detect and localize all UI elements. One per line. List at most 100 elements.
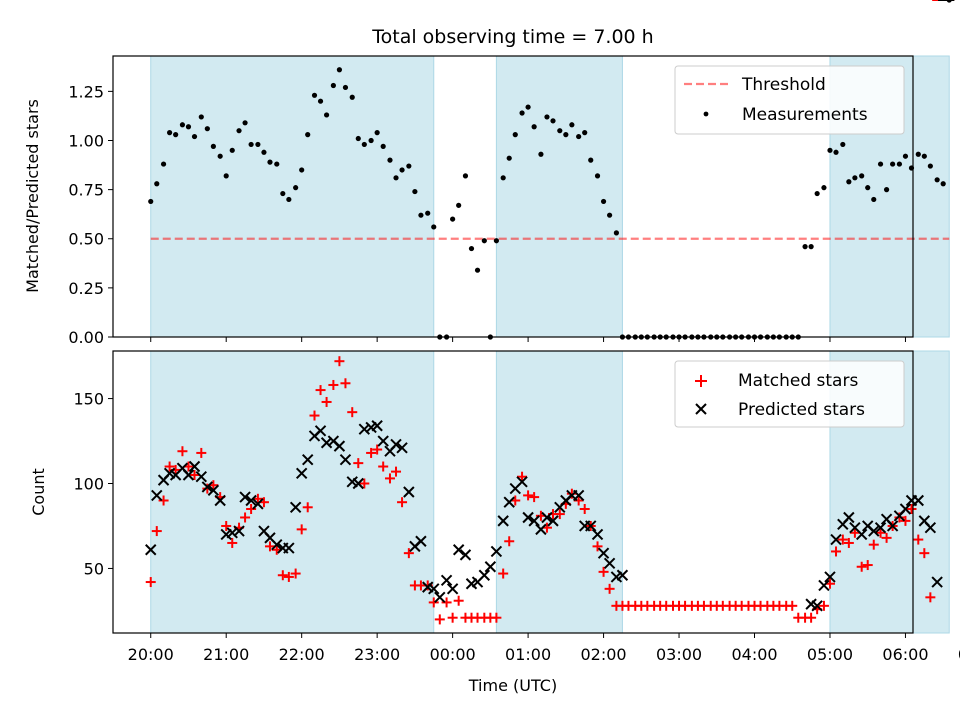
matched-point bbox=[145, 577, 156, 588]
matched-point bbox=[919, 548, 930, 559]
matched-point bbox=[384, 473, 395, 484]
matched-point bbox=[196, 447, 207, 458]
matched-point bbox=[353, 458, 364, 469]
predicted-point bbox=[371, 420, 383, 432]
predicted-point bbox=[434, 591, 446, 604]
measurement-point bbox=[531, 124, 537, 130]
matched-point bbox=[849, 527, 860, 538]
predicted-point bbox=[289, 501, 302, 513]
ratio-legend: Threshold Measurements bbox=[674, 65, 905, 135]
predicted-point bbox=[352, 477, 364, 490]
ratio-legend-box bbox=[674, 65, 905, 135]
predicted-point bbox=[818, 579, 830, 592]
ratio-y-ticks: 0.00 0.25 0.50 0.75 1.00 1.25 bbox=[68, 82, 113, 347]
measurement-point bbox=[883, 187, 890, 193]
measurement-point bbox=[399, 167, 405, 173]
predicted-point bbox=[403, 486, 415, 498]
count-panel-frame bbox=[112, 350, 914, 634]
predicted-point bbox=[541, 511, 553, 524]
predicted-point bbox=[428, 583, 440, 595]
observing-window bbox=[150, 55, 435, 338]
matched-point bbox=[453, 595, 464, 606]
legend-predicted-swatch bbox=[695, 403, 707, 415]
matched-point bbox=[334, 356, 345, 367]
measurement-point bbox=[148, 198, 154, 205]
predicted-point bbox=[188, 460, 201, 473]
measurement-point bbox=[576, 133, 582, 140]
measurement-point bbox=[323, 112, 330, 118]
matched-point bbox=[906, 503, 917, 514]
matched-point bbox=[296, 524, 307, 535]
predicted-point bbox=[855, 528, 868, 541]
matched-point bbox=[309, 410, 320, 421]
legend-predicted-label: Predicted stars bbox=[738, 400, 865, 420]
predicted-point bbox=[446, 583, 459, 595]
matched-point bbox=[315, 385, 326, 396]
x-axis-label: Time (UTC) bbox=[468, 676, 557, 695]
predicted-point bbox=[497, 515, 509, 527]
predicted-point bbox=[339, 454, 352, 466]
measurement-point bbox=[481, 238, 487, 244]
predicted-point bbox=[396, 442, 408, 454]
measurement-point bbox=[167, 130, 173, 136]
predicted-point bbox=[252, 498, 264, 510]
matched-point bbox=[818, 600, 829, 611]
measurement-point bbox=[538, 151, 544, 157]
matched-point bbox=[498, 568, 509, 579]
measurement-point bbox=[846, 179, 852, 185]
ratio-panel-frame bbox=[112, 55, 914, 338]
predicted-point bbox=[239, 491, 251, 503]
predicted-point bbox=[459, 549, 472, 561]
y-tick-label: 0.75 bbox=[68, 181, 104, 200]
measurement-point bbox=[267, 159, 273, 165]
measurement-point bbox=[468, 245, 475, 252]
x-tick-label: 01:00 bbox=[505, 645, 551, 664]
measurement-point bbox=[299, 167, 305, 173]
predicted-point bbox=[503, 496, 515, 508]
measurement-point bbox=[525, 104, 531, 110]
measurement-point bbox=[274, 161, 280, 167]
matched-point bbox=[894, 512, 905, 523]
predicted-point bbox=[597, 547, 610, 559]
matched-point bbox=[881, 532, 892, 543]
matched-point bbox=[806, 612, 817, 623]
predicted-points bbox=[145, 0, 955, 612]
y-tick-label: 100 bbox=[73, 475, 104, 494]
measurement-point bbox=[877, 161, 884, 167]
measurement-point bbox=[431, 224, 437, 230]
matched-point bbox=[875, 527, 886, 538]
measurement-point bbox=[450, 216, 456, 222]
measurement-point bbox=[185, 124, 192, 130]
matched-point bbox=[529, 492, 540, 503]
matched-point bbox=[378, 461, 389, 472]
measurement-point bbox=[588, 157, 594, 163]
matched-point bbox=[868, 539, 879, 550]
measurement-point bbox=[374, 130, 380, 136]
matched-point bbox=[359, 478, 370, 489]
measurement-point bbox=[336, 67, 343, 73]
measurement-point bbox=[217, 153, 223, 159]
predicted-point bbox=[233, 525, 245, 537]
measurement-point bbox=[255, 141, 261, 148]
predicted-point bbox=[302, 454, 314, 466]
measurement-point bbox=[506, 155, 512, 161]
measurement-point bbox=[607, 212, 613, 218]
matched-point bbox=[151, 526, 162, 537]
measurement-point bbox=[871, 196, 877, 203]
measurement-point bbox=[229, 147, 235, 153]
matched-point bbox=[566, 488, 577, 499]
matched-point bbox=[189, 470, 200, 481]
predicted-point bbox=[358, 423, 371, 435]
matched-point bbox=[598, 566, 609, 577]
measurement-points bbox=[148, 0, 952, 340]
measurement-point bbox=[544, 114, 550, 120]
predicted-point bbox=[390, 438, 402, 451]
predicted-point bbox=[899, 503, 912, 515]
predicted-point bbox=[484, 561, 497, 573]
matched-point bbox=[372, 444, 383, 455]
matched-point bbox=[321, 396, 332, 407]
measurement-point bbox=[921, 153, 927, 159]
matched-point bbox=[302, 502, 313, 513]
count-y-ticks: 50 100 150 bbox=[73, 390, 113, 578]
measurement-point bbox=[286, 196, 292, 203]
